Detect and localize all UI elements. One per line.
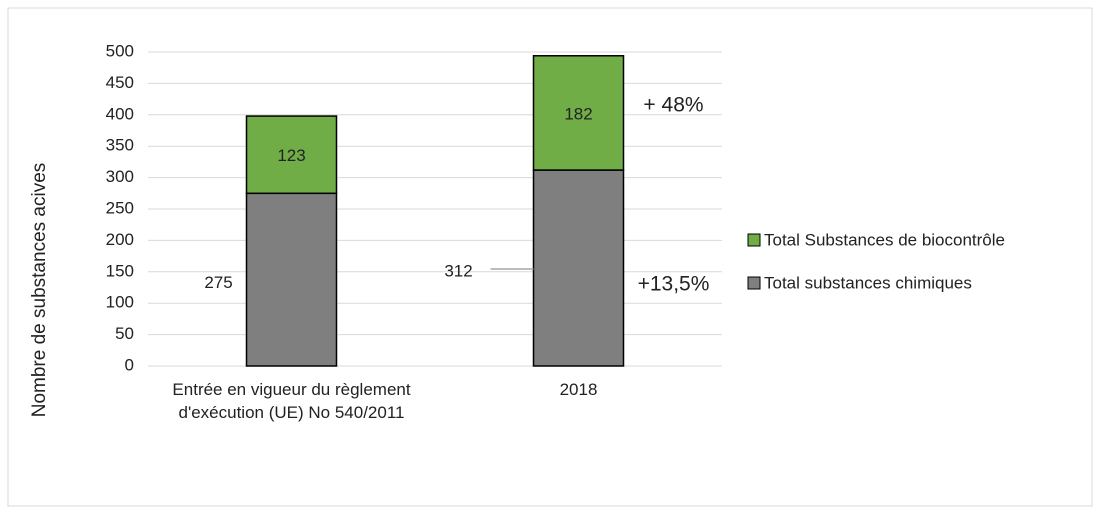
- x-tick-label: Entrée en vigueur du règlement d'exécuti…: [172, 380, 411, 422]
- bar-segment: [532, 169, 625, 367]
- y-tick-label: 350: [106, 136, 134, 155]
- annotation: + 48%: [643, 93, 703, 116]
- y-tick-label: 0: [125, 355, 134, 374]
- y-tick-label: 200: [106, 230, 134, 249]
- y-tick-label: 450: [106, 73, 134, 92]
- x-tick-label-box: 2018: [559, 380, 598, 399]
- legend-swatch: [747, 233, 761, 247]
- annotation: +13,5%: [638, 273, 710, 296]
- bar-segment: [532, 55, 625, 171]
- legend-label: Total substances chimiques: [764, 273, 972, 292]
- bar-segment: [245, 192, 338, 367]
- x-tick-label: 2018: [559, 380, 598, 399]
- data-label: 182: [564, 104, 592, 123]
- y-tick-label: 400: [106, 104, 134, 123]
- bar-segment: [245, 115, 338, 195]
- y-tick-label: 250: [106, 198, 134, 217]
- legend-label: Total Substances de biocontrôle: [764, 230, 1005, 249]
- y-tick-label: 300: [106, 167, 134, 186]
- y-tick-label: 100: [106, 293, 134, 312]
- data-label: 275: [204, 273, 232, 292]
- y-axis-label: Nombre de substances acives: [29, 163, 50, 418]
- y-tick-label: 50: [115, 324, 134, 343]
- x-tick-label-box: Entrée en vigueur du règlement d'exécuti…: [172, 380, 411, 422]
- y-tick-label: 500: [106, 41, 134, 60]
- data-label: 312: [444, 262, 472, 281]
- y-tick-label: 150: [106, 261, 134, 280]
- data-label: 123: [277, 146, 305, 165]
- legend-swatch: [747, 276, 761, 290]
